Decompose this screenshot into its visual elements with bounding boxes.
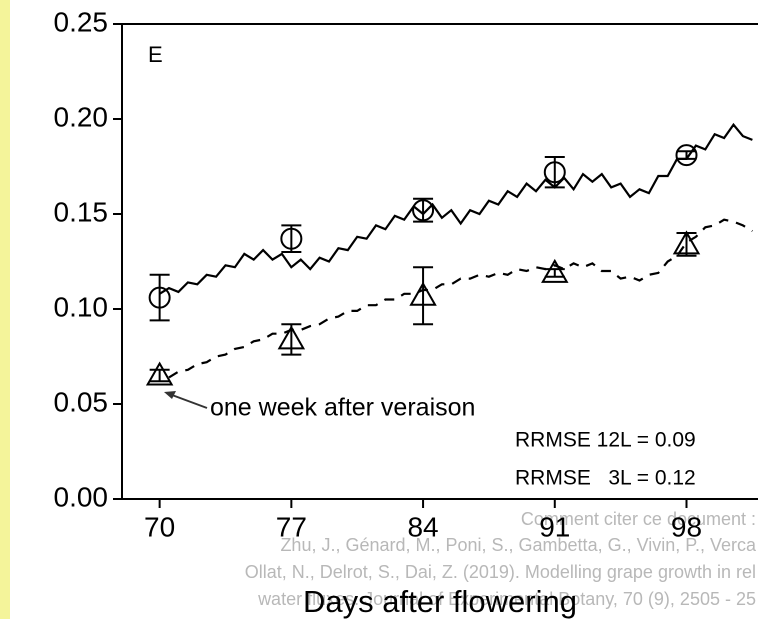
x-tick-label: 98 bbox=[671, 511, 702, 542]
x-tick-label: 84 bbox=[407, 511, 438, 542]
simulated-line bbox=[159, 122, 753, 295]
error-bar bbox=[413, 266, 434, 326]
simulated-line bbox=[168, 218, 753, 379]
x-tick-label: 77 bbox=[276, 511, 307, 542]
watermark: water fluxes. Journal of Experimental Bo… bbox=[257, 589, 756, 609]
stat-label: RRMSE 3L = 0.12 bbox=[515, 467, 696, 490]
error-bar bbox=[281, 224, 302, 253]
watermark: Zhu, J., Génard, M., Poni, S., Gambetta,… bbox=[280, 535, 757, 555]
side-strip bbox=[0, 0, 10, 619]
observation-triangle bbox=[277, 325, 306, 350]
x-tick-label: 91 bbox=[539, 511, 570, 542]
error-bar bbox=[149, 368, 170, 383]
observation-circle bbox=[280, 227, 303, 250]
x-axis-label: Days after flowering bbox=[303, 584, 577, 619]
error-bar bbox=[413, 197, 434, 223]
error-bar bbox=[676, 150, 697, 160]
error-bar bbox=[544, 268, 565, 278]
observation-triangle bbox=[672, 230, 701, 255]
annotation: one week after veraison bbox=[210, 394, 475, 422]
y-tick-label: 0.00 bbox=[54, 481, 109, 512]
stat-label: RRMSE 12L = 0.09 bbox=[515, 429, 696, 452]
annotation-arrow bbox=[171, 394, 208, 409]
observation-triangle bbox=[145, 361, 174, 386]
y-tick-label: 0.05 bbox=[54, 386, 109, 417]
panel-label: E bbox=[148, 42, 163, 67]
y-tick-label: 0.20 bbox=[54, 101, 109, 132]
x-tick-label: 70 bbox=[144, 511, 175, 542]
y-tick-label: 0.15 bbox=[54, 196, 109, 227]
observation-circle bbox=[412, 199, 435, 222]
annotation-arrowhead bbox=[164, 391, 176, 399]
observation-circle bbox=[543, 161, 566, 184]
watermark: Comment citer ce document : bbox=[521, 509, 756, 529]
y-tick-label: 0.10 bbox=[54, 291, 109, 322]
error-bar bbox=[149, 273, 170, 322]
y-tick-label: 0.25 bbox=[54, 6, 109, 37]
watermark: Ollat, N., Delrot, S., Dai, Z. (2019). M… bbox=[245, 562, 756, 582]
observation-circle bbox=[148, 286, 171, 309]
observation-triangle bbox=[541, 258, 569, 283]
observation-circle bbox=[675, 144, 698, 167]
observation-triangle bbox=[409, 281, 437, 306]
